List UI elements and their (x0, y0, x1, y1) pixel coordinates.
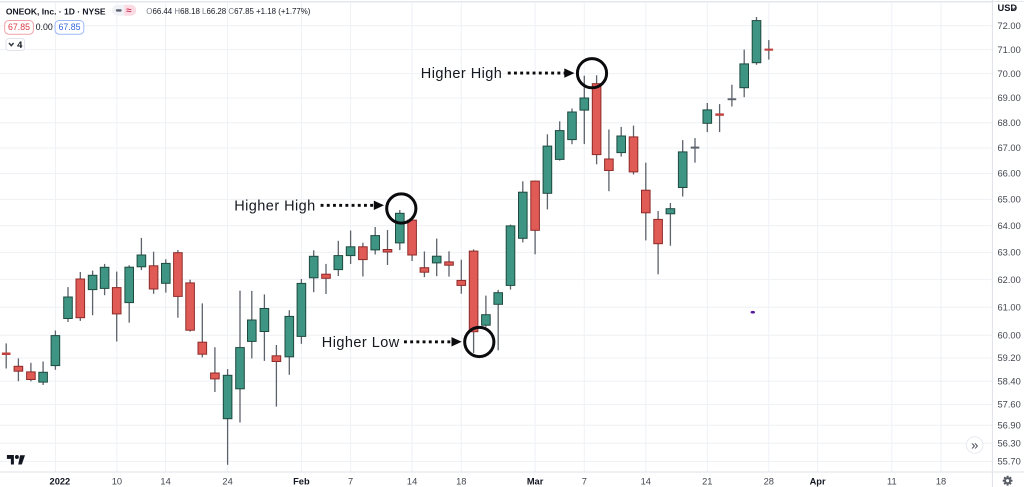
svg-text:0.00: 0.00 (36, 22, 53, 32)
svg-text:Feb: Feb (293, 476, 310, 486)
svg-text:14: 14 (641, 476, 651, 486)
svg-text:72.00: 72.00 (998, 21, 1021, 31)
svg-text:14: 14 (160, 476, 170, 486)
svg-text:58.40: 58.40 (998, 376, 1021, 386)
svg-text:61.00: 61.00 (998, 302, 1021, 312)
svg-text:11: 11 (887, 476, 897, 486)
svg-text:59.20: 59.20 (998, 353, 1021, 363)
svg-text:»: » (971, 437, 978, 452)
svg-text:56.90: 56.90 (998, 420, 1021, 430)
svg-text:64.00: 64.00 (998, 221, 1021, 231)
svg-text:55.70: 55.70 (998, 457, 1021, 467)
svg-text:18: 18 (456, 476, 466, 486)
svg-text:67.85: 67.85 (58, 22, 80, 32)
svg-text:2022: 2022 (50, 476, 71, 486)
svg-text:60.00: 60.00 (998, 330, 1021, 340)
svg-text:63.00: 63.00 (998, 248, 1021, 258)
svg-text:Mar: Mar (527, 476, 544, 486)
svg-text:71.00: 71.00 (998, 45, 1021, 55)
svg-text:Apr: Apr (810, 476, 826, 486)
svg-text:O66.44 H68.18 L66.28 C67.85 +1: O66.44 H68.18 L66.28 C67.85 +1.18 (+1.77… (146, 7, 311, 16)
svg-text:69.00: 69.00 (998, 93, 1021, 103)
svg-text:4: 4 (17, 40, 23, 51)
svg-text:66.00: 66.00 (998, 169, 1021, 179)
svg-text:7: 7 (348, 476, 353, 486)
svg-text:USD: USD (998, 3, 1018, 13)
svg-text:14: 14 (407, 476, 417, 486)
svg-text:≈: ≈ (126, 6, 132, 17)
svg-text:67.00: 67.00 (998, 143, 1021, 153)
svg-text:7: 7 (582, 476, 587, 486)
svg-text:57.60: 57.60 (998, 400, 1021, 410)
svg-text:67.85: 67.85 (8, 22, 30, 32)
svg-text:ONEOK, Inc. · 1D · NYSE: ONEOK, Inc. · 1D · NYSE (6, 6, 106, 16)
svg-text:Higher High: Higher High (234, 198, 316, 214)
svg-text:65.00: 65.00 (998, 195, 1021, 205)
svg-text:70.00: 70.00 (998, 69, 1021, 79)
svg-text:Higher Low: Higher Low (322, 335, 400, 351)
svg-text:Higher High: Higher High (421, 66, 503, 82)
svg-text:18: 18 (936, 476, 946, 486)
svg-text:10: 10 (112, 476, 122, 486)
svg-text:21: 21 (702, 476, 712, 486)
svg-text:62.00: 62.00 (998, 275, 1021, 285)
svg-text:24: 24 (222, 476, 232, 486)
svg-text:28: 28 (764, 476, 774, 486)
svg-text:68.00: 68.00 (998, 118, 1021, 128)
svg-text:56.30: 56.30 (998, 438, 1021, 448)
